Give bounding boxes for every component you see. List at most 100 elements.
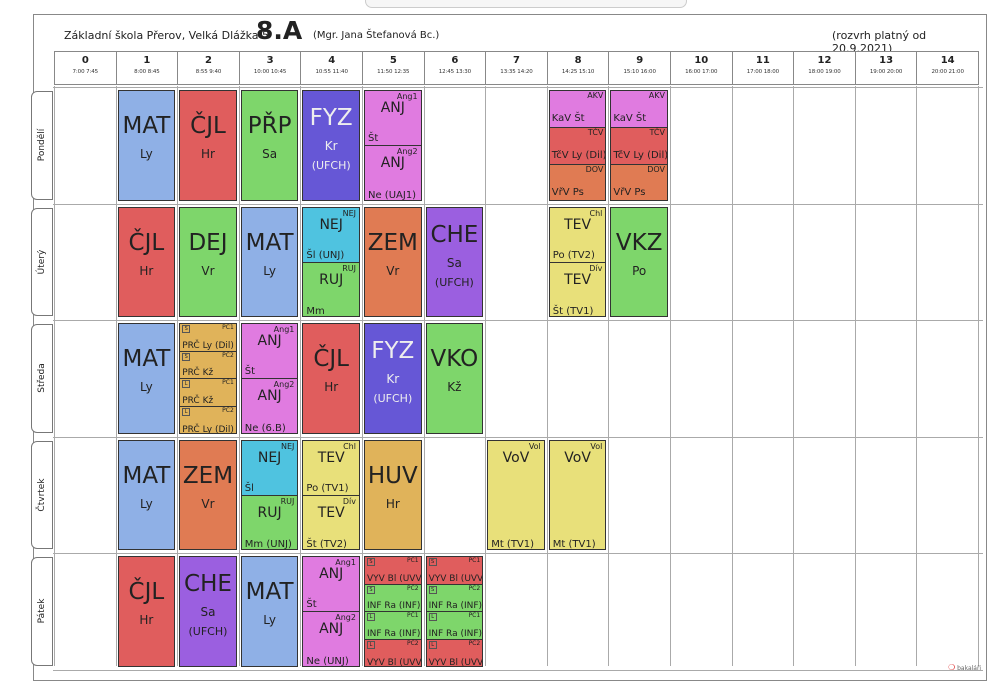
grid-column-line bbox=[362, 86, 363, 666]
lesson-cell[interactable]: ČJL Hr bbox=[179, 90, 237, 201]
group-lesson[interactable]: NEJ NEJ Šl (UNJ) bbox=[303, 207, 359, 263]
lesson-cell[interactable]: FYZ Kr (UFCH) bbox=[302, 90, 360, 201]
lesson-cell[interactable]: Vol VoV Mt (TV1) bbox=[548, 439, 607, 550]
lesson-cell[interactable]: Ang1 ANJ Št Ang2 ANJ Ne (UAJ1) bbox=[364, 90, 422, 201]
lesson-cell[interactable]: Ang1 ANJ Št Ang2 ANJ Ne (UNJ) bbox=[302, 556, 360, 667]
group-name: Ang1 bbox=[335, 558, 356, 567]
group-lesson[interactable]: S PČ1 VYV Bl (UVV) bbox=[365, 557, 421, 585]
group-lesson[interactable]: L PČ1 PRČ Kž bbox=[180, 379, 236, 407]
group-lesson[interactable]: Chl TEV Po (TV1) bbox=[303, 440, 359, 496]
group-lesson[interactable]: S PČ1 VYV Bl (UVV) bbox=[426, 557, 482, 585]
lesson-cell[interactable]: Ang1 ANJ Št Ang2 ANJ Ne (6.B) bbox=[240, 323, 299, 434]
group-lesson[interactable]: Ang2 ANJ Ne (UNJ) bbox=[303, 612, 359, 666]
subject-abbr: MAT bbox=[122, 462, 171, 489]
lesson-cell[interactable]: FYZ Kr (UFCH) bbox=[364, 323, 422, 434]
group-name: Ang1 bbox=[273, 325, 295, 334]
group-lesson[interactable]: Dív TEV Št (TV1) bbox=[549, 262, 606, 317]
group-lesson[interactable]: Ang2 ANJ Ne (6.B) bbox=[241, 379, 298, 433]
group-lesson[interactable]: RUJ RUJ Mm bbox=[303, 262, 359, 317]
lesson-cell[interactable]: PŘP Sa bbox=[240, 90, 299, 201]
group-name: Dív bbox=[342, 496, 356, 506]
lesson-cell[interactable]: AKV KaV Št TČV TčV Ly (Dil) DOV VřV Ps bbox=[610, 90, 668, 201]
group-lesson[interactable]: S PČ2 INF Ra (INF) bbox=[365, 584, 421, 613]
group-lesson[interactable]: S PČ1 PRČ Ly (Dil) bbox=[180, 324, 236, 352]
group-lesson[interactable]: NEJ NEJ Šl bbox=[241, 440, 298, 496]
group-lesson[interactable]: Ang2 ANJ Ne (UAJ1) bbox=[365, 146, 421, 200]
group-lesson[interactable]: L PČ1 INF Ra (INF) bbox=[426, 612, 483, 640]
group-name: Ang2 bbox=[396, 147, 418, 157]
subject-abbr: ČJL bbox=[128, 229, 165, 256]
lesson-cell[interactable]: ČJL Hr bbox=[117, 556, 176, 667]
lesson-cell[interactable]: ZEM Vr bbox=[179, 439, 237, 550]
subject-abbr: ČJL bbox=[190, 113, 226, 139]
lesson-cell[interactable]: VKO Kž bbox=[425, 323, 484, 434]
lesson-cell[interactable]: ČJL Hr bbox=[117, 206, 176, 317]
lesson-cell[interactable]: MAT Ly bbox=[240, 556, 299, 667]
group-lesson[interactable]: Dív TEV Št (TV2) bbox=[303, 495, 359, 550]
group-lesson[interactable]: TČV TčV Ly (Dil) bbox=[549, 127, 605, 165]
grid-column-line bbox=[54, 86, 55, 666]
group-lesson[interactable]: S PČ2 PRČ Kž bbox=[180, 351, 236, 380]
lesson-cell[interactable]: S PČ1 VYV Bl (UVV) S PČ2 INF Ra (INF) L PČ1 INF … bbox=[364, 556, 422, 667]
group-lesson[interactable]: L PČ2 VYV Bl (UVV) bbox=[365, 639, 422, 667]
group-lesson[interactable]: TČV TčV Ly (Dil) bbox=[611, 127, 667, 165]
lesson-cell[interactable]: Vol VoV Mt (TV1) bbox=[487, 439, 545, 550]
subject-abbr: RUJ bbox=[257, 504, 282, 521]
lesson-cell[interactable]: CHE Sa (UFCH) bbox=[425, 206, 484, 317]
period-time: 13:35 14:20 bbox=[500, 69, 533, 75]
lesson-cell[interactable]: ČJL Hr bbox=[302, 323, 360, 434]
lesson-cell[interactable]: AKV KaV Št TČV TčV Ly (Dil) DOV VřV Ps bbox=[548, 90, 607, 201]
lesson-cell[interactable]: MAT Ly bbox=[240, 206, 299, 317]
lesson-cell[interactable]: ZEM Vr bbox=[364, 206, 422, 317]
lesson-cell[interactable]: MAT Ly bbox=[117, 323, 176, 434]
grid-column-line bbox=[916, 86, 918, 666]
lesson-cell[interactable]: MAT Ly bbox=[117, 90, 176, 201]
subject-abbr: ANJ bbox=[319, 566, 344, 582]
period-header: 0 7:00 7:45 bbox=[54, 51, 117, 85]
group-lesson[interactable]: L PČ2 PRČ Ly (Dil) bbox=[180, 406, 236, 433]
group-name: PČ1 bbox=[468, 612, 481, 620]
week-marker: S bbox=[428, 558, 437, 566]
week-marker: S bbox=[367, 585, 375, 594]
lesson-cell[interactable]: NEJ NEJ Šl RUJ RUJ Mm (UNJ) bbox=[240, 439, 299, 550]
group-lesson[interactable]: AKV KaV Št bbox=[611, 91, 667, 128]
lesson-cell[interactable]: Chl TEV Po (TV1) Dív TEV Št (TV2) bbox=[302, 439, 360, 550]
lesson-cell[interactable]: S PČ1 PRČ Ly (Dil) S PČ2 PRČ Kž L PČ1 PRČ Kž L PČ2… bbox=[179, 323, 237, 434]
group-lesson[interactable]: Ang1 ANJ Št bbox=[365, 91, 421, 147]
lesson-cell[interactable]: DEJ Vr bbox=[179, 206, 237, 317]
lesson-cell[interactable]: S PČ1 VYV Bl (UVV) S PČ2 INF Ra (INF) L PČ1 INF … bbox=[425, 556, 484, 667]
group-lesson[interactable]: Ang1 ANJ Št bbox=[303, 557, 359, 613]
group-name: Chl bbox=[343, 441, 356, 451]
lesson-cell[interactable]: Chl TEV Po (TV2) Dív TEV Št (TV1) bbox=[548, 206, 607, 317]
group-lesson[interactable]: AKV KaV Št bbox=[549, 91, 606, 128]
lesson-cell[interactable]: VKZ Po bbox=[610, 206, 668, 317]
lesson-cell[interactable]: MAT Ly bbox=[117, 439, 176, 550]
subject-teacher: VYV Bl (UVV) bbox=[367, 657, 422, 667]
group-lesson[interactable]: Ang1 ANJ Št bbox=[241, 324, 298, 380]
lesson-cell[interactable]: HUV Hr bbox=[364, 439, 422, 550]
subject-abbr: RUJ bbox=[319, 271, 344, 288]
period-time: 15:10 16:00 bbox=[623, 69, 656, 75]
group-lesson[interactable]: L PČ2 VYV Bl (UVV) bbox=[426, 639, 482, 666]
group-lesson[interactable]: Chl TEV Po (TV2) bbox=[549, 207, 606, 263]
group-lesson[interactable]: RUJ RUJ Mm (UNJ) bbox=[241, 495, 298, 550]
grid-row-line bbox=[53, 436, 983, 438]
period-header: 8 14:25 15:10 bbox=[546, 51, 610, 85]
group-lesson[interactable]: S PČ2 INF Ra (INF) bbox=[426, 584, 483, 613]
period-time: 12:45 13:30 bbox=[438, 69, 472, 75]
subject-teacher: INF Ra (INF) bbox=[367, 601, 421, 612]
group-lesson[interactable]: Vol VoV Mt (TV1) bbox=[488, 440, 544, 550]
subject-abbr: CHE bbox=[184, 571, 232, 597]
group-lesson[interactable]: L PČ1 INF Ra (INF) bbox=[365, 612, 421, 640]
group-lesson[interactable]: DOV VřV Ps bbox=[611, 164, 667, 200]
lesson-cell[interactable]: NEJ NEJ Šl (UNJ) RUJ RUJ Mm bbox=[302, 206, 360, 317]
group-lesson[interactable]: Vol VoV Mt (TV1) bbox=[549, 440, 606, 550]
class-teacher: (Mgr. Jana Štefanová Bc.) bbox=[313, 30, 440, 41]
subject-abbr: ZEM bbox=[182, 462, 234, 489]
group-lesson[interactable]: DOV VřV Ps bbox=[549, 164, 606, 200]
lesson-cell[interactable]: CHE Sa (UFCH) bbox=[179, 556, 237, 667]
day-name: Čtvrtek bbox=[37, 478, 47, 512]
period-time: 17:00 18:00 bbox=[746, 69, 780, 75]
grid-column-line bbox=[854, 86, 856, 666]
group-name: TČV bbox=[649, 127, 665, 137]
